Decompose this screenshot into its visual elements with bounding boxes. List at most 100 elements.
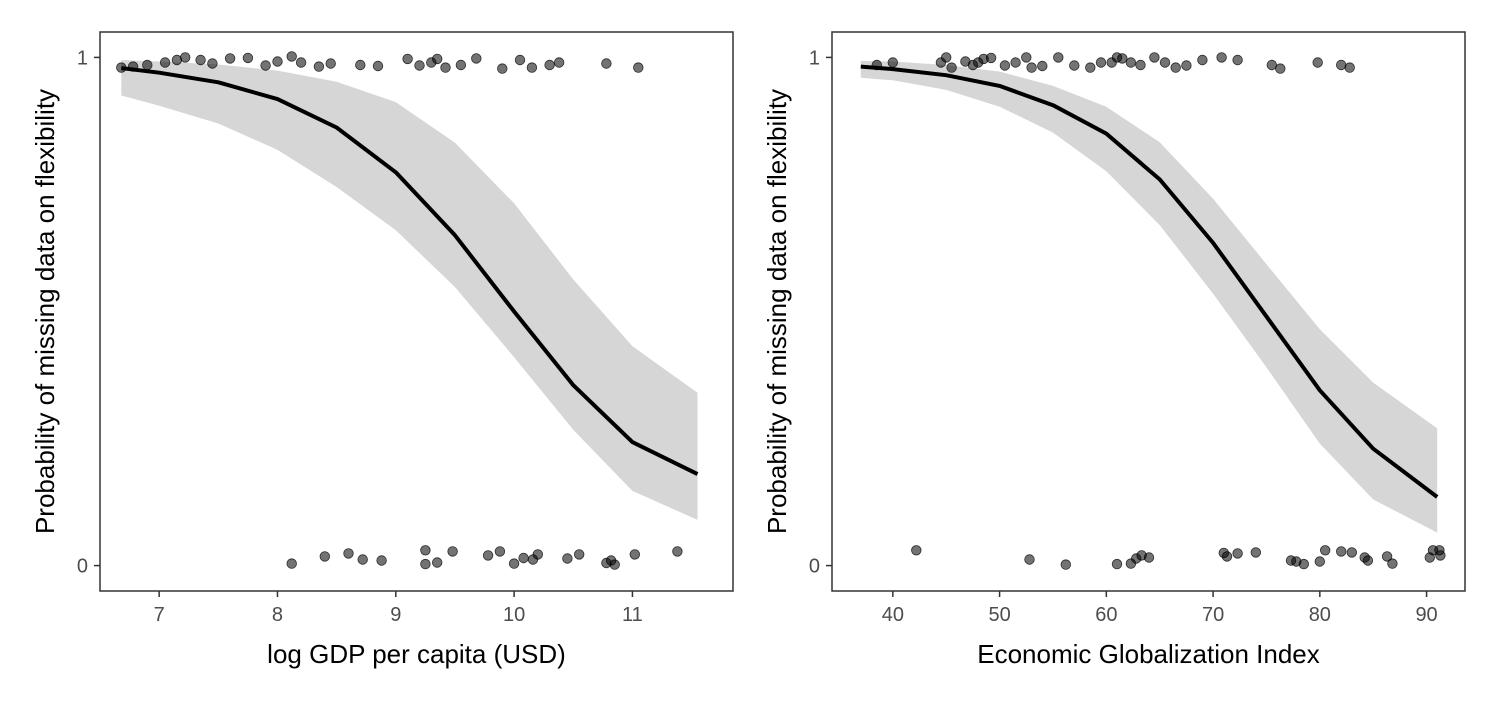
gdp-x-tick-label: 11 <box>622 604 643 626</box>
gdp-confidence-band <box>121 60 698 520</box>
gdp-data-point <box>553 57 565 68</box>
gdp-data-point <box>313 61 325 72</box>
gdp-data-point <box>526 62 538 73</box>
gdp-data-point <box>601 58 612 69</box>
gdp-x-tick-label: 9 <box>390 604 401 626</box>
globalization-data-point <box>1320 545 1331 556</box>
gdp-data-point <box>514 54 526 66</box>
globalization-data-point <box>940 52 952 63</box>
gdp-data-point <box>420 558 431 570</box>
globalization-data-point <box>985 52 997 64</box>
globalization-data-point <box>1197 54 1208 66</box>
gdp-data-point <box>372 60 384 72</box>
globalization-data-point <box>1232 54 1243 66</box>
gdp-data-point <box>195 54 206 66</box>
gdp-y-axis-title: Probability of missing data on flexibili… <box>30 89 60 534</box>
gdp-data-point <box>224 53 236 64</box>
globalization-data-point <box>1024 554 1035 565</box>
gdp-y-tick-label: 0 <box>77 556 88 578</box>
gdp-data-point <box>295 57 307 68</box>
globalization-x-tick-label: 70 <box>1202 604 1224 626</box>
gdp-plot-frame <box>99 31 734 592</box>
globalization-data-point <box>1314 556 1326 567</box>
globalization-data-point <box>1026 62 1037 73</box>
gdp-data-point <box>355 59 366 71</box>
gdp-data-point <box>494 546 506 557</box>
globalization-x-tick-label: 50 <box>988 604 1010 626</box>
gdp-data-point <box>455 59 467 71</box>
globalization-data-point <box>1181 60 1192 71</box>
globalization-data-point <box>1085 62 1096 73</box>
globalization-data-point <box>1232 548 1243 559</box>
gdp-data-point <box>260 60 271 71</box>
globalization-data-point <box>1135 59 1146 71</box>
gdp-x-axis-title: log GDP per capita (USD) <box>267 639 566 669</box>
gdp-data-point <box>142 59 153 71</box>
globalization-data-point <box>1143 552 1155 563</box>
globalization-data-point <box>1387 558 1398 569</box>
globalization-data-point <box>1021 52 1032 63</box>
globalization-data-point <box>1159 57 1171 68</box>
globalization-data-point <box>1069 60 1080 71</box>
gdp-data-point <box>376 555 387 566</box>
gdp-data-point <box>159 57 171 68</box>
gdp-data-point <box>562 553 573 564</box>
gdp-data-point <box>432 53 443 65</box>
globalization-confidence-band <box>860 61 1438 533</box>
gdp-plot-content <box>116 51 699 570</box>
right-chart-panel: 40 50 60 70 80 90 0 1 Economic Globalization In… <box>732 0 1482 700</box>
globalization-data-point <box>1095 57 1107 68</box>
gdp-data-point <box>672 546 683 557</box>
gdp-data-point <box>286 558 297 569</box>
globalization-data-point <box>1221 551 1233 562</box>
globalization-x-tick-label: 60 <box>1095 604 1117 626</box>
globalization-data-point <box>1346 547 1358 558</box>
globalization-chart: 40 50 60 70 80 90 0 1 Economic Globalization In… <box>762 31 1466 669</box>
gdp-data-point <box>414 60 425 71</box>
gdp-data-point <box>518 552 529 564</box>
globalization-data-point <box>999 60 1011 71</box>
globalization-data-point <box>1125 57 1137 68</box>
gdp-fitted-line <box>121 66 699 476</box>
globalization-data-point <box>1170 62 1181 73</box>
globalization-data-point <box>1060 559 1072 570</box>
gdp-data-point <box>357 554 368 565</box>
gdp-x-tick-label: 8 <box>272 604 283 626</box>
globalization-y-tick-label: 0 <box>809 556 820 578</box>
globalization-x-tick-label: 40 <box>882 604 904 626</box>
gdp-data-point <box>242 52 254 64</box>
globalization-data-point <box>1275 63 1286 74</box>
globalization-data-point <box>1149 52 1160 63</box>
globalization-data-point <box>911 545 922 556</box>
globalization-data-point <box>1336 546 1347 557</box>
gdp-data-point <box>633 62 644 73</box>
globalization-data-point <box>1117 53 1128 64</box>
globalization-plot-frame <box>831 31 1466 592</box>
gdp-data-point <box>343 548 354 559</box>
globalization-data-point <box>1298 558 1310 570</box>
globalization-data-point <box>1053 52 1064 63</box>
globalization-y-axis-title: Probability of missing data on flexibili… <box>762 89 792 534</box>
gdp-data-point <box>272 56 283 67</box>
gdp-chart: 7 8 9 10 11 0 1 log GDP per capita (USD) Proba… <box>30 31 734 669</box>
gdp-data-point <box>508 558 520 569</box>
gdp-x-tick-label: 10 <box>503 604 525 626</box>
gdp-data-point <box>432 557 443 568</box>
gdp-data-point <box>207 58 218 69</box>
globalization-x-axis-title: Economic Globalization Index <box>977 639 1320 669</box>
gdp-data-point <box>286 51 297 62</box>
gdp-data-point <box>420 545 431 556</box>
gdp-data-point <box>544 59 555 71</box>
globalization-data-point <box>887 57 899 68</box>
globalization-data-point <box>1344 62 1355 73</box>
gdp-data-point <box>319 551 331 562</box>
globalization-y-tick-label: 1 <box>809 47 820 69</box>
gdp-data-point <box>629 549 641 560</box>
globalization-data-point <box>1435 550 1446 561</box>
globalization-data-point <box>1111 558 1123 570</box>
globalization-data-point <box>1381 551 1393 562</box>
left-chart-panel: 7 8 9 10 11 0 1 log GDP per capita (USD) Proba… <box>0 0 750 700</box>
gdp-data-point <box>532 549 544 560</box>
globalization-data-point <box>946 62 957 73</box>
globalization-plot-content <box>860 52 1446 570</box>
